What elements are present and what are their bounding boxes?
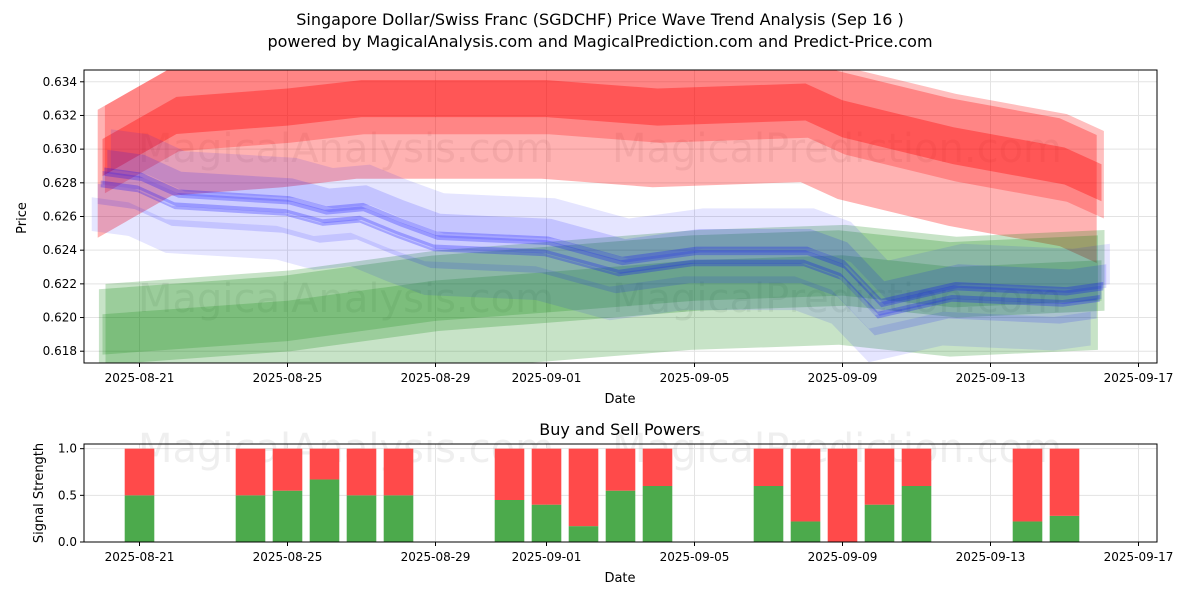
sell-bar (605, 448, 636, 491)
price-ylabel: Price (15, 202, 30, 234)
sell-bar (124, 448, 155, 496)
y-tick-label: 0.622 (43, 277, 77, 291)
x-tick-label: 2025-09-13 (956, 550, 1026, 564)
buy-bar (494, 500, 525, 542)
buy-bar (346, 495, 377, 542)
buy-bar (383, 495, 414, 542)
y-tick-label: 0.634 (43, 75, 77, 89)
y-tick-label: 0.626 (43, 210, 77, 224)
price-path-band (110, 129, 1110, 301)
signal-xlabel: Date (604, 571, 635, 586)
buy-bar (1049, 515, 1080, 542)
price-path-band (97, 183, 1097, 336)
x-tick-label: 2025-09-01 (512, 371, 582, 385)
signal-plot-frame (83, 443, 1158, 543)
sell-bar (346, 448, 377, 496)
signal-ylabel: Signal Strength (32, 443, 47, 543)
sell-bar (827, 448, 858, 542)
watermark-text: MagicalPrediction.com (612, 126, 1062, 172)
sell-bar (309, 448, 340, 480)
price-path-band (102, 171, 1102, 316)
x-tick-label: 2025-08-29 (401, 550, 471, 564)
sell-bar (568, 448, 599, 527)
watermark-text: MagicalPrediction.com (612, 276, 1062, 322)
sell-bar (383, 448, 414, 496)
x-tick-label: 2025-09-01 (512, 550, 582, 564)
x-tick-label: 2025-08-21 (105, 371, 175, 385)
sell-bar (494, 448, 525, 500)
buy-bar (568, 526, 599, 542)
lower-wave-band (98, 230, 1098, 363)
sell-bar (753, 448, 784, 486)
signal-chart-title: Buy and Sell Powers (539, 420, 701, 439)
sell-bar (272, 448, 303, 491)
price-path-band (104, 167, 1104, 308)
buy-bar (1012, 521, 1043, 542)
buy-bar (309, 479, 340, 542)
chart-title: Singapore Dollar/Swiss Franc (SGDCHF) Pr… (296, 10, 904, 29)
x-tick-label: 2025-08-25 (253, 550, 323, 564)
x-tick-label: 2025-09-17 (1104, 371, 1174, 385)
price-path-band (91, 197, 1091, 363)
y-tick-label: 0.620 (43, 311, 77, 325)
buy-bar (124, 495, 155, 542)
sell-bar (235, 448, 266, 496)
x-tick-label: 2025-08-21 (105, 550, 175, 564)
sell-bar (1049, 448, 1080, 516)
sell-bar (642, 448, 673, 486)
x-tick-label: 2025-09-09 (808, 371, 878, 385)
buy-bar (753, 486, 784, 542)
y-tick-label: 0.624 (43, 243, 77, 257)
buy-bar (605, 490, 636, 542)
x-tick-label: 2025-08-29 (401, 371, 471, 385)
sell-bar (1012, 448, 1043, 522)
y-tick-label: 0.628 (43, 176, 77, 190)
sell-bar (864, 448, 895, 505)
buy-bar (864, 504, 895, 542)
buy-bar (642, 486, 673, 542)
y-tick-label: 0.630 (43, 142, 77, 156)
price-path-band (107, 149, 1107, 305)
upper-wave-band (97, 70, 1097, 263)
x-tick-label: 2025-09-13 (956, 371, 1026, 385)
price-xlabel: Date (604, 392, 635, 407)
buy-bar (272, 490, 303, 542)
watermark-text: MagicalAnalysis.com (138, 276, 554, 322)
x-tick-label: 2025-09-05 (660, 371, 730, 385)
lower-wave-band (105, 224, 1105, 363)
y-tick-label: 0.632 (43, 108, 77, 122)
x-tick-label: 2025-08-25 (253, 371, 323, 385)
buy-bar (531, 504, 562, 542)
buy-bar (790, 521, 821, 542)
upper-wave-band (102, 80, 1102, 202)
watermark-text: MagicalAnalysis.com (138, 126, 554, 172)
price-path-band (100, 180, 1100, 319)
sell-bar (901, 448, 932, 486)
x-tick-label: 2025-09-17 (1104, 550, 1174, 564)
upper-wave-band (104, 70, 1104, 219)
lower-wave-band (102, 255, 1102, 355)
y-tick-label: 0.5 (58, 488, 77, 502)
y-tick-label: 0.618 (43, 344, 77, 358)
y-tick-label: 1.0 (58, 442, 77, 456)
chart-subtitle: powered by MagicalAnalysis.com and Magic… (267, 32, 933, 51)
y-tick-label: 0.0 (58, 535, 77, 549)
watermark-text: MagicalAnalysis.com (138, 426, 554, 472)
x-tick-label: 2025-09-09 (808, 550, 878, 564)
buy-bar (901, 486, 932, 542)
sell-bar (531, 448, 562, 505)
sell-bar (790, 448, 821, 522)
buy-bar (235, 495, 266, 542)
x-tick-label: 2025-09-05 (660, 550, 730, 564)
